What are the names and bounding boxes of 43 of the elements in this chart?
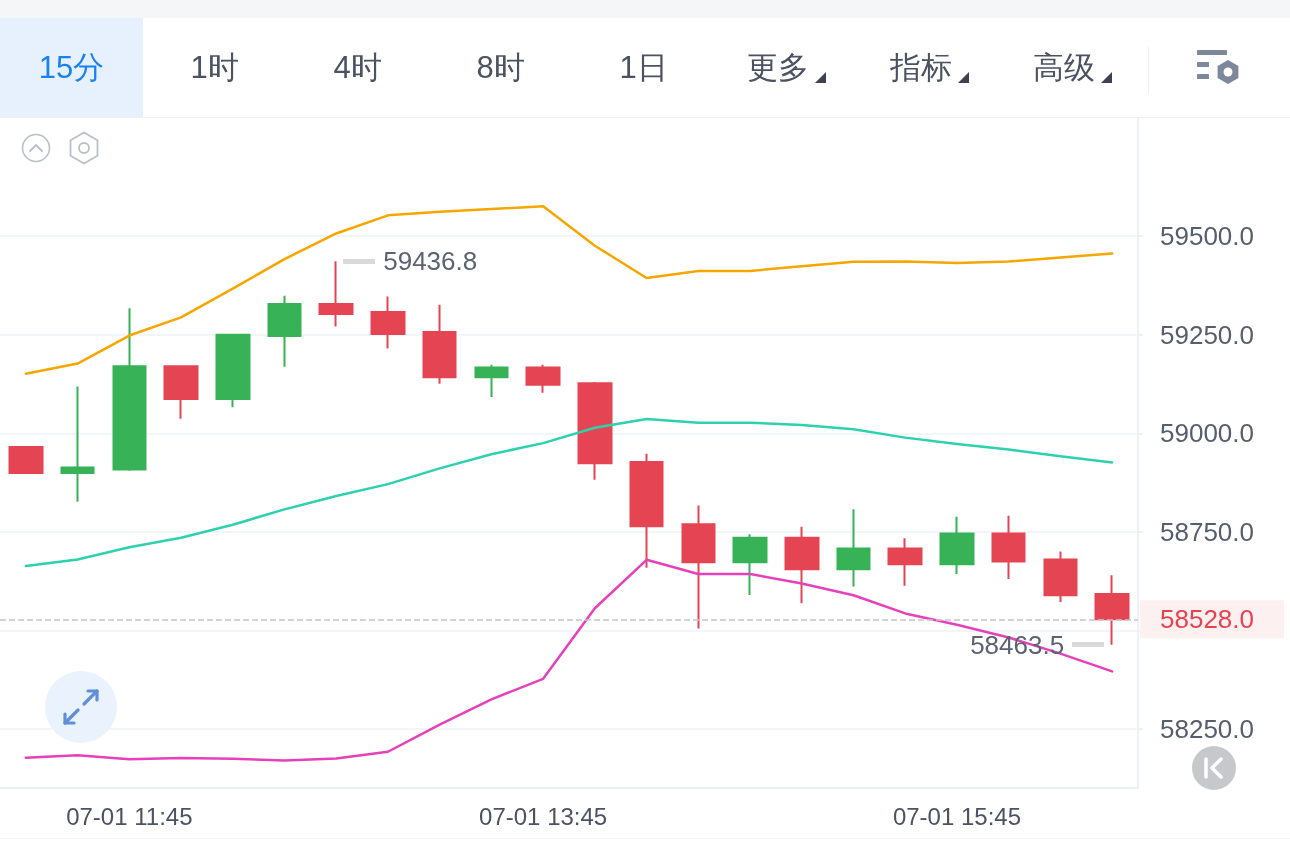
x-tick-label: 07-01 15:45	[892, 802, 1022, 830]
text: 高级	[1033, 48, 1095, 87]
y-tick-label: 59000.0	[1160, 418, 1254, 449]
y-tick-label: 59500.0	[1160, 221, 1254, 252]
line-series	[24, 205, 1114, 376]
x-tick-label: 07-01 13:45	[479, 802, 608, 830]
candlestick	[784, 525, 820, 605]
candlestick	[577, 381, 613, 481]
candlestick	[422, 303, 457, 385]
line-series	[24, 417, 1114, 568]
candlestick	[267, 294, 302, 368]
text: 1日	[619, 48, 668, 87]
candlestick	[8, 446, 44, 475]
candlestick	[991, 514, 1026, 581]
y-tick-label: 58750.0	[1160, 516, 1254, 547]
y-tick-label: 58250.0	[1160, 713, 1254, 744]
candlestick	[1043, 550, 1078, 603]
text: 8时	[476, 48, 525, 87]
candlestick	[163, 365, 199, 420]
candlestick	[1094, 574, 1130, 646]
text: 更多	[747, 48, 809, 87]
line-series	[24, 558, 1114, 762]
candlestick	[60, 385, 95, 503]
y-tick-label: 59250.0	[1160, 319, 1254, 350]
candlestick	[681, 504, 716, 630]
text: 4时	[333, 48, 382, 87]
candlestick	[112, 307, 147, 472]
candlestick	[629, 452, 664, 569]
candlestick	[939, 515, 975, 575]
candlestick	[732, 533, 768, 596]
candlestick	[525, 363, 561, 394]
x-tick-label: 07-01 11:45	[66, 802, 193, 830]
candlestick	[215, 333, 251, 409]
ref-line-label: 58528.0	[1160, 604, 1254, 635]
candlestick	[474, 363, 509, 399]
candlestick	[370, 295, 406, 350]
text: 1时	[190, 48, 239, 87]
candlestick	[318, 260, 354, 328]
text: 15分	[38, 48, 105, 87]
text: 指标	[890, 48, 952, 87]
candlestick	[887, 537, 923, 587]
text: 59436.8	[383, 246, 478, 277]
candlestick	[836, 508, 871, 588]
